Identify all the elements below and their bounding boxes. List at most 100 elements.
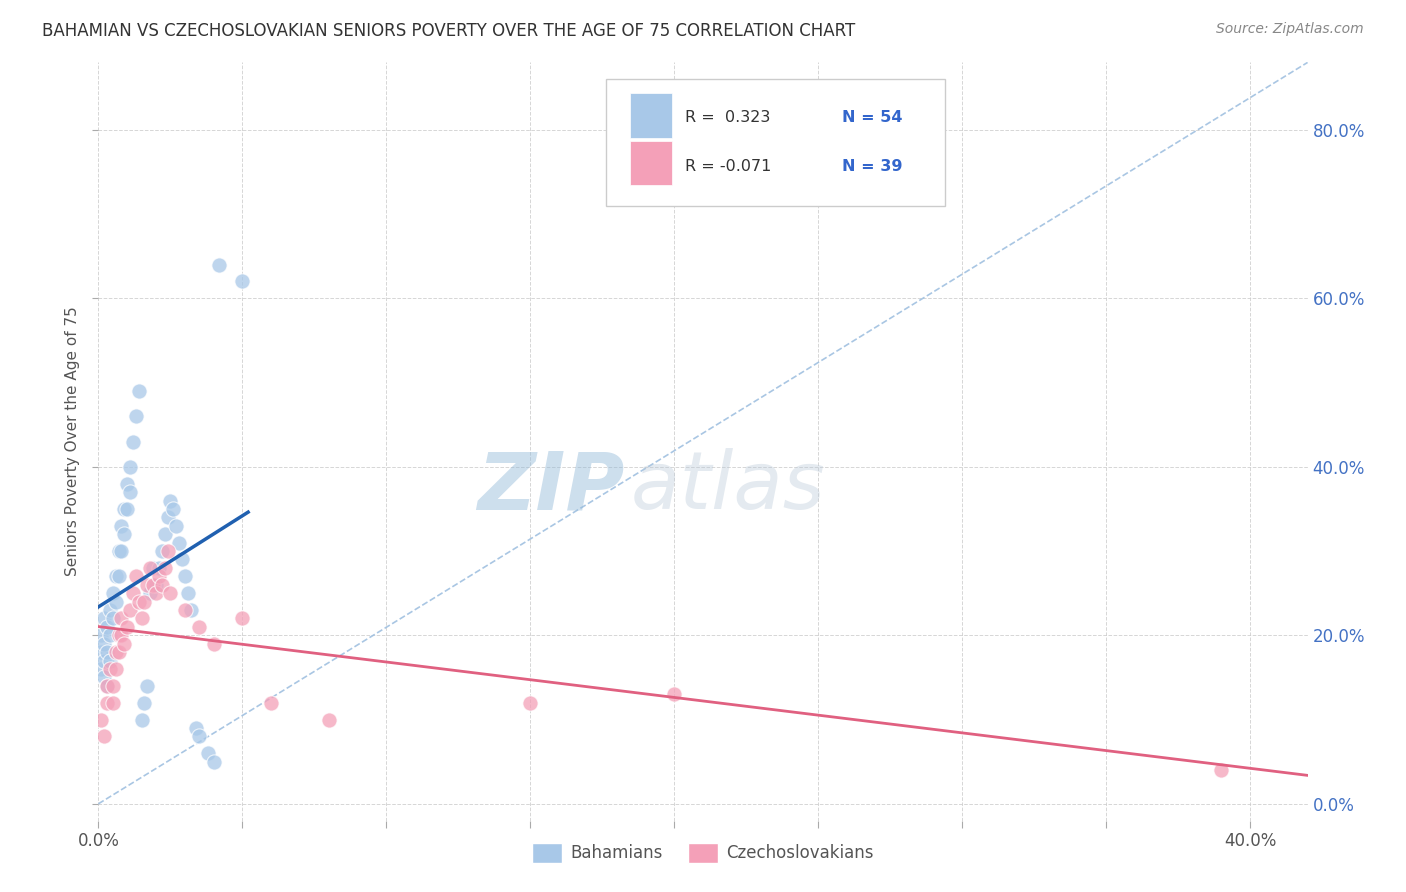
Point [110,628,132,642]
Point [139,586,162,600]
Point [125,409,148,424]
Point [159,493,181,508]
Point [231,275,253,289]
Point [90,645,112,659]
Point [176,586,198,600]
Point [159,586,181,600]
Point [128,384,150,398]
Point [142,561,165,575]
Point [90,628,112,642]
Point [162,502,184,516]
Legend: Bahamians, Czechoslovakians: Bahamians, Czechoslovakians [526,837,880,869]
Point [98,662,121,676]
Point [260,696,283,710]
Point [115,502,138,516]
Point [93,670,115,684]
Point [110,518,132,533]
Point [96,645,118,659]
Point [202,755,225,769]
Point [93,637,115,651]
Point [93,730,115,744]
Point [107,569,129,583]
Point [120,603,142,617]
Point [156,510,179,524]
Point [107,544,129,558]
Point [165,518,187,533]
Text: BAHAMIAN VS CZECHOSLOVAKIAN SENIORS POVERTY OVER THE AGE OF 75 CORRELATION CHART: BAHAMIAN VS CZECHOSLOVAKIAN SENIORS POVE… [42,22,855,40]
Point [96,696,118,710]
Point [167,535,190,549]
Text: N = 54: N = 54 [842,110,903,125]
Point [120,485,142,500]
Y-axis label: Seniors Poverty Over the Age of 75: Seniors Poverty Over the Age of 75 [65,307,80,576]
Point [170,552,193,566]
Point [96,679,118,693]
Point [110,544,132,558]
Text: Source: ZipAtlas.com: Source: ZipAtlas.com [1216,22,1364,37]
Text: R =  0.323: R = 0.323 [685,110,770,125]
Point [142,578,165,592]
Point [110,611,132,625]
Point [98,654,121,668]
Point [112,637,135,651]
Point [173,603,195,617]
Point [115,620,138,634]
Point [96,679,118,693]
Point [101,611,124,625]
Point [101,696,124,710]
Point [122,586,145,600]
Point [173,569,195,583]
Point [136,578,159,592]
Point [150,578,173,592]
Point [148,569,170,583]
Point [107,645,129,659]
Point [101,679,124,693]
Point [139,561,162,575]
Point [104,569,127,583]
Point [104,662,127,676]
Point [188,620,211,634]
FancyBboxPatch shape [606,79,945,207]
Point [188,730,211,744]
Point [136,679,159,693]
Point [134,594,156,608]
Point [131,611,153,625]
Point [93,611,115,625]
Point [134,696,156,710]
Point [98,628,121,642]
Text: R = -0.071: R = -0.071 [685,159,772,174]
Point [519,696,541,710]
Point [90,713,112,727]
Point [197,746,219,760]
Point [1211,763,1233,777]
Point [104,594,127,608]
Point [153,527,176,541]
Point [96,620,118,634]
Point [318,713,340,727]
Point [145,586,167,600]
Point [664,687,686,701]
Point [107,628,129,642]
Point [125,569,148,583]
Point [112,502,135,516]
Point [148,561,170,575]
Point [93,654,115,668]
Point [101,586,124,600]
Point [128,594,150,608]
Point [186,721,208,735]
Point [112,527,135,541]
Point [120,459,142,474]
Point [180,603,202,617]
FancyBboxPatch shape [630,141,672,186]
Point [150,544,173,558]
Point [208,258,231,272]
Point [156,544,179,558]
Point [115,476,138,491]
Point [98,603,121,617]
Point [131,713,153,727]
Point [231,611,253,625]
Point [122,434,145,449]
Point [153,561,176,575]
Point [104,645,127,659]
Point [90,662,112,676]
